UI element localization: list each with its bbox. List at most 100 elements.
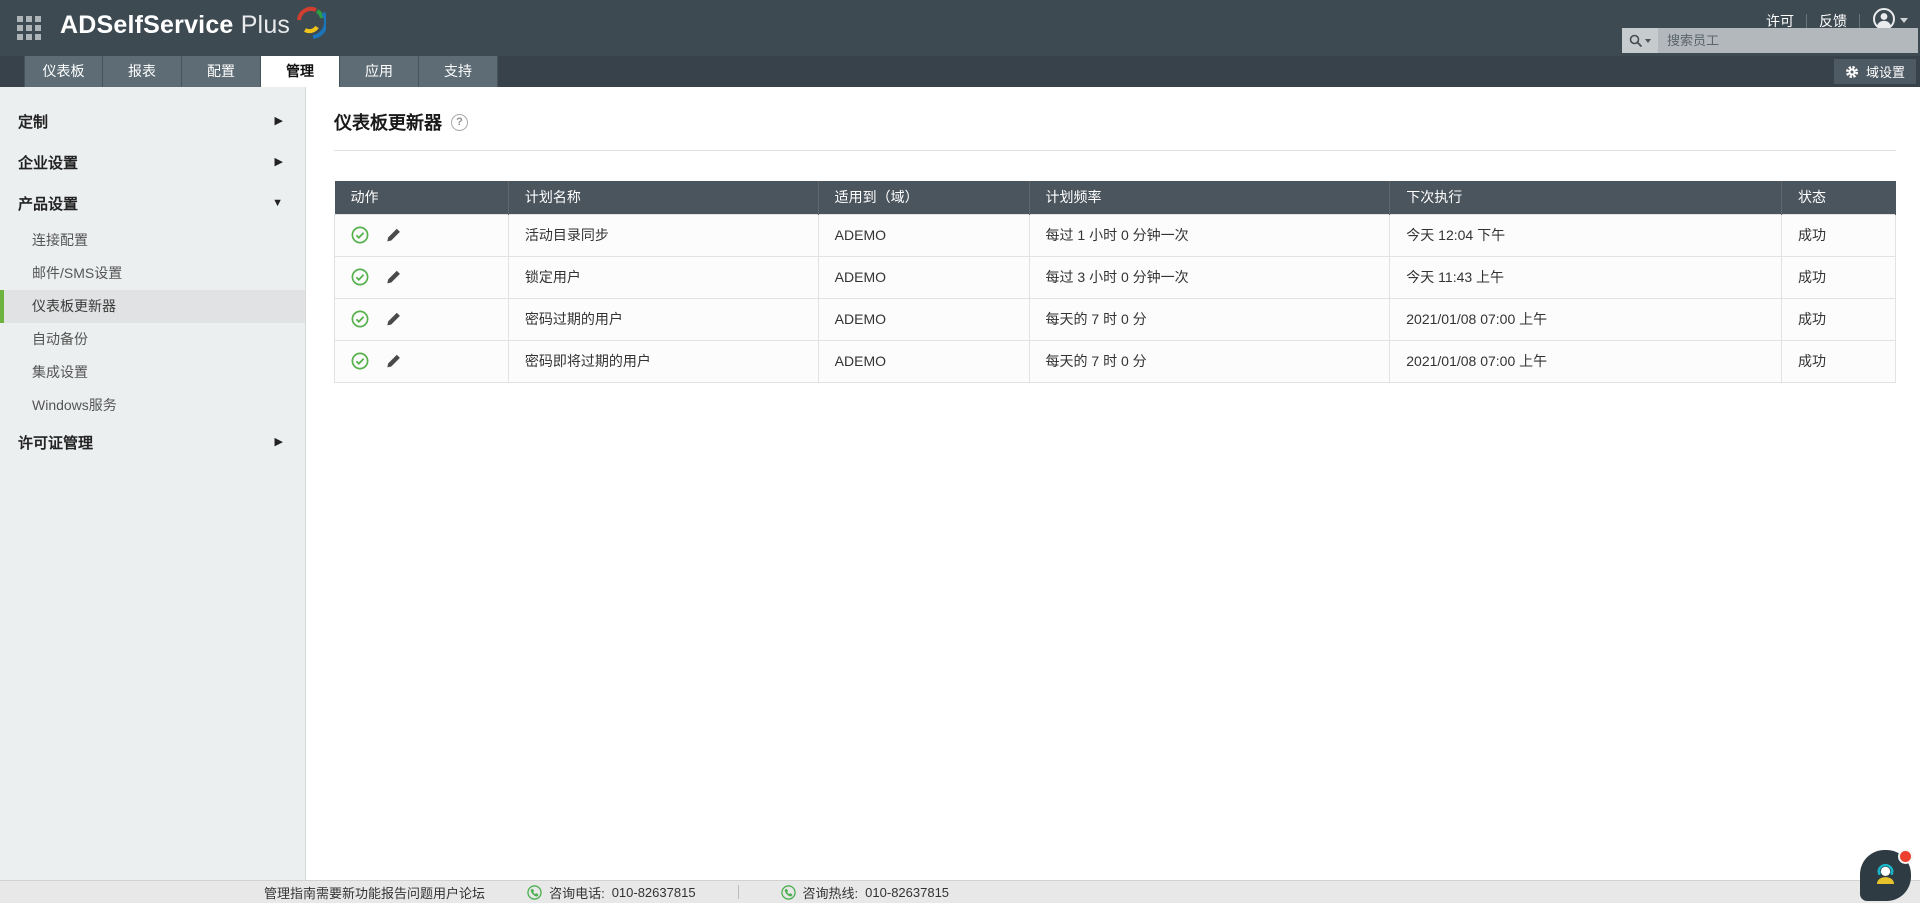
nav-tabs: 仪表板 报表 配置 管理 应用 支持 xyxy=(24,56,1920,87)
footer-links: 管理指南 需要新功能 报告问题 用户论坛 xyxy=(264,883,485,902)
main-content: 仪表板更新器 ? 动作 计划名称 适用到（域） 计划频率 下次执行 状态 xyxy=(306,87,1920,880)
sidebar-item-integration-settings[interactable]: 集成设置 xyxy=(32,364,88,380)
page-title: 仪表板更新器 xyxy=(334,113,442,133)
phone-label: 咨询电话: xyxy=(549,885,605,901)
phone-icon xyxy=(780,884,796,900)
status-cell: 成功 xyxy=(1781,255,1896,299)
sidebar-item-mail-sms-settings[interactable]: 邮件/SMS设置 xyxy=(32,265,123,281)
table-header-row: 动作 计划名称 适用到（域） 计划频率 下次执行 状态 xyxy=(334,181,1896,214)
domain-cell: ADEMO xyxy=(817,297,1030,341)
app-logo-text: ADSelfService Plus xyxy=(60,11,291,39)
support-phone: 咨询电话: 010-82637815 xyxy=(527,883,696,902)
enable-schedule-icon[interactable] xyxy=(351,310,369,328)
domain-cell: ADEMO xyxy=(817,339,1030,383)
search-icon xyxy=(1629,34,1643,47)
employee-search xyxy=(1622,28,1918,53)
divider xyxy=(334,150,1896,151)
domain-settings-label: 域设置 xyxy=(1865,65,1905,80)
next-run-cell: 2021/01/08 07:00 上午 xyxy=(1389,297,1782,341)
main-navigation-bar: 仪表板 报表 配置 管理 应用 支持 域设置 xyxy=(0,56,1920,87)
domain-cell: ADEMO xyxy=(817,255,1030,299)
frequency-cell: 每过 3 小时 0 分钟一次 xyxy=(1028,255,1391,299)
scheduler-table: 动作 计划名称 适用到（域） 计划频率 下次执行 状态 xyxy=(334,181,1896,383)
table-row: 密码即将过期的用户 ADEMO 每天的 7 时 0 分 2021/01/08 0… xyxy=(334,339,1896,383)
edit-schedule-icon[interactable] xyxy=(386,353,402,369)
chevron-right-icon: ▶ xyxy=(274,436,283,448)
column-header-next-run: 下次执行 xyxy=(1389,181,1782,214)
gear-icon xyxy=(1845,65,1859,78)
divider xyxy=(1859,13,1860,28)
support-agent-icon xyxy=(1876,863,1895,885)
help-icon[interactable]: ? xyxy=(451,113,468,131)
column-header-actions: 动作 xyxy=(334,181,509,214)
chevron-down-icon: ▼ xyxy=(272,197,283,209)
divider xyxy=(737,885,739,899)
user-forum-link[interactable]: 用户论坛 xyxy=(433,885,486,901)
apps-grid-icon[interactable] xyxy=(16,15,42,41)
column-header-frequency: 计划频率 xyxy=(1029,181,1391,214)
hotline-phone: 咨询热线: 010-82637815 xyxy=(780,883,950,902)
sidebar-item-connection-config[interactable]: 连接配置 xyxy=(32,232,88,248)
chevron-down-icon xyxy=(1645,38,1651,43)
domain-settings-button[interactable]: 域设置 xyxy=(1833,59,1916,84)
status-cell: 成功 xyxy=(1781,339,1896,383)
report-issue-link[interactable]: 报告问题 xyxy=(381,885,434,901)
logo-swirl-icon xyxy=(294,5,329,48)
domain-cell: ADEMO xyxy=(817,213,1030,257)
phone-label: 咨询热线: xyxy=(802,885,859,901)
search-scope-selector[interactable] xyxy=(1622,28,1658,53)
schedule-name-cell: 密码即将过期的用户 xyxy=(507,339,819,383)
edit-schedule-icon[interactable] xyxy=(386,311,402,327)
column-header-applies-to-domain: 适用到（域） xyxy=(818,181,1030,214)
live-chat-button[interactable] xyxy=(1860,849,1913,901)
edit-schedule-icon[interactable] xyxy=(386,227,402,243)
sidebar-item-enterprise-settings[interactable]: 企业设置 ▶ xyxy=(18,155,283,172)
table-row: 密码过期的用户 ADEMO 每天的 7 时 0 分 2021/01/08 07:… xyxy=(334,297,1896,341)
phone-number: 010-82637815 xyxy=(611,884,696,900)
table-row: 活动目录同步 ADEMO 每过 1 小时 0 分钟一次 今天 12:04 下午 … xyxy=(334,213,1896,257)
chevron-right-icon: ▶ xyxy=(274,156,283,168)
chevron-down-icon xyxy=(1900,18,1908,23)
next-run-cell: 今天 11:43 上午 xyxy=(1389,255,1782,299)
tab-application[interactable]: 应用 xyxy=(340,56,419,87)
sidebar-item-license-management[interactable]: 许可证管理 ▶ xyxy=(18,435,283,452)
phone-icon xyxy=(527,884,542,900)
need-feature-link[interactable]: 需要新功能 xyxy=(316,885,382,901)
sidebar-item-auto-backup[interactable]: 自动备份 xyxy=(32,331,88,347)
admin-guide-link[interactable]: 管理指南 xyxy=(264,885,317,901)
sidebar-item-windows-service[interactable]: Windows服务 xyxy=(32,397,117,413)
next-run-cell: 今天 12:04 下午 xyxy=(1389,213,1782,257)
sidebar-item-dashboard-updater[interactable]: 仪表板更新器 xyxy=(0,290,305,323)
search-input[interactable] xyxy=(1658,28,1918,53)
tab-configuration[interactable]: 配置 xyxy=(182,56,261,87)
schedule-name-cell: 锁定用户 xyxy=(507,255,819,299)
status-cell: 成功 xyxy=(1781,213,1896,257)
frequency-cell: 每天的 7 时 0 分 xyxy=(1028,297,1391,341)
schedule-name-cell: 密码过期的用户 xyxy=(507,297,819,341)
edit-schedule-icon[interactable] xyxy=(386,269,402,285)
footer-bar: 管理指南 需要新功能 报告问题 用户论坛 咨询电话: 010-82637815 … xyxy=(0,880,1920,903)
enable-schedule-icon[interactable] xyxy=(351,352,369,370)
enable-schedule-icon[interactable] xyxy=(351,226,369,244)
tab-admin[interactable]: 管理 xyxy=(261,56,340,87)
next-run-cell: 2021/01/08 07:00 上午 xyxy=(1389,339,1782,383)
frequency-cell: 每过 1 小时 0 分钟一次 xyxy=(1028,213,1391,257)
tab-support[interactable]: 支持 xyxy=(419,56,498,87)
phone-number: 010-82637815 xyxy=(865,884,950,900)
schedule-name-cell: 活动目录同步 xyxy=(507,213,819,257)
divider xyxy=(1806,13,1807,28)
feedback-link[interactable]: 反馈 xyxy=(1819,12,1847,29)
enable-schedule-icon[interactable] xyxy=(351,268,369,286)
tab-dashboard[interactable]: 仪表板 xyxy=(24,56,103,87)
column-header-status: 状态 xyxy=(1781,181,1896,214)
license-link[interactable]: 许可 xyxy=(1766,12,1794,29)
top-header-bar: ADSelfService Plus 许可 反馈 xyxy=(0,0,1920,56)
sidebar-item-customize[interactable]: 定制 ▶ xyxy=(18,114,283,131)
status-cell: 成功 xyxy=(1781,297,1896,341)
sidebar-item-product-settings[interactable]: 产品设置 ▼ xyxy=(18,196,283,213)
notification-dot xyxy=(1898,849,1913,864)
column-header-schedule-name: 计划名称 xyxy=(508,181,819,214)
app-logo[interactable]: ADSelfService Plus xyxy=(60,6,329,48)
tab-reports[interactable]: 报表 xyxy=(103,56,182,87)
